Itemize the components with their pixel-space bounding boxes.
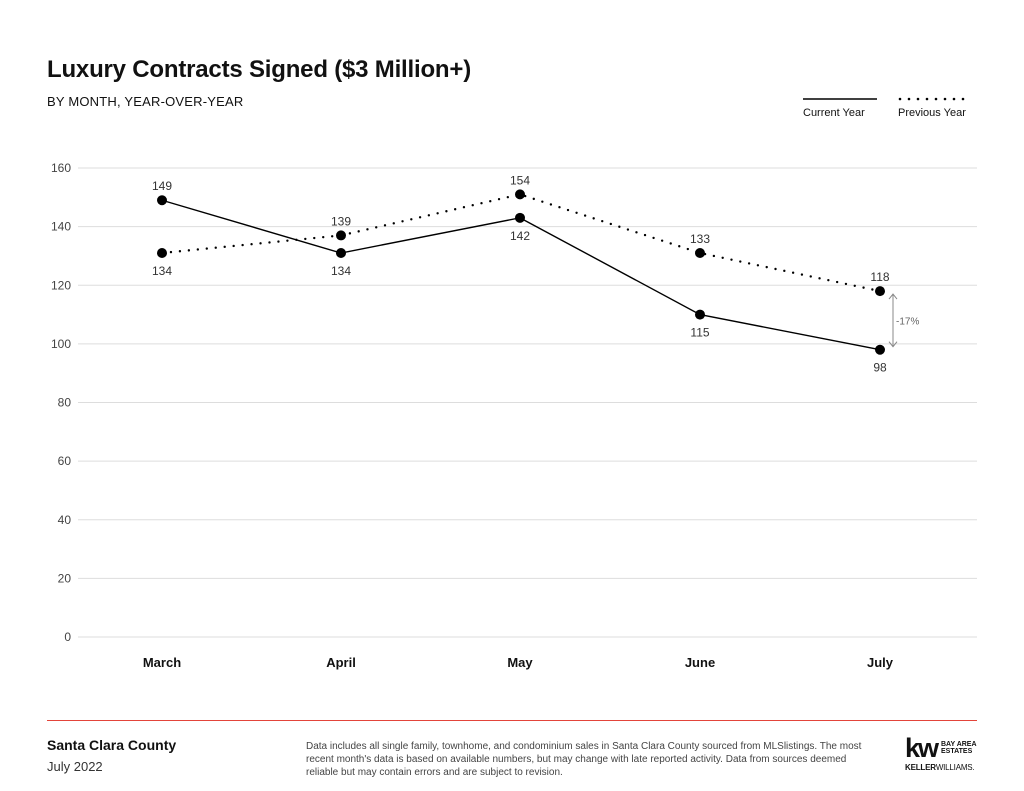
y-tick-label: 40 [58, 513, 72, 527]
period-label: July 2022 [47, 759, 103, 774]
disclaimer-text: Data includes all single family, townhom… [306, 741, 862, 778]
change-annotation: -17% [888, 293, 919, 348]
data-point [695, 248, 705, 259]
y-tick-label: 120 [51, 278, 71, 292]
x-tick-label: May [507, 655, 533, 670]
data-point [157, 195, 167, 206]
logo-mark: kw [905, 733, 939, 763]
y-tick-label: 80 [58, 396, 72, 410]
chart-subtitle: BY MONTH, YEAR-OVER-YEAR [47, 94, 244, 109]
data-label: 154 [510, 173, 530, 187]
annotation-arrow-down [888, 341, 898, 348]
x-tick-label: July [867, 655, 894, 670]
footer-divider [47, 720, 977, 721]
data-point [336, 230, 346, 241]
legend: Current Year Previous Year [803, 97, 974, 119]
annotation-arrow-up [888, 293, 898, 300]
y-tick-label: 140 [51, 220, 71, 234]
data-point [875, 286, 885, 297]
logo-brand: KELLERWILLIAMS. [905, 763, 975, 772]
data-label: 139 [331, 214, 351, 228]
legend-label-current: Current Year [803, 107, 865, 119]
data-point [336, 248, 346, 259]
data-label: 115 [690, 326, 709, 340]
keller-williams-logo: kw BAY AREA ESTATES KELLERWILLIAMS. [905, 733, 985, 777]
data-label: 118 [870, 270, 889, 284]
y-tick-label: 20 [58, 571, 72, 585]
data-label: 142 [510, 229, 530, 243]
x-tick-label: June [685, 655, 715, 670]
data-point [875, 344, 885, 355]
data-point [157, 248, 167, 259]
logo-tagline: BAY AREA ESTATES [941, 741, 977, 755]
annotation-label: -17% [896, 316, 919, 327]
chart-title: Luxury Contracts Signed ($3 Million+) [47, 56, 471, 83]
data-label: 98 [873, 361, 887, 375]
x-tick-label: March [143, 655, 181, 670]
y-axis-ticks: 0 20 40 60 80 100 120 140 160 [51, 161, 71, 644]
data-label: 134 [152, 264, 172, 278]
data-label: 134 [331, 264, 351, 278]
x-axis-ticks: March April May June July [143, 655, 894, 670]
series-lines: 149 134 142 115 98 134 139 154 133 118 [152, 173, 890, 374]
y-tick-label: 160 [51, 161, 71, 175]
data-label: 133 [690, 232, 710, 246]
region-label: Santa Clara County [47, 737, 177, 753]
x-tick-label: April [326, 655, 356, 670]
data-point [695, 309, 705, 320]
legend-label-previous: Previous Year [898, 107, 966, 119]
line-chart: 0 20 40 60 80 100 120 140 160 March April May June J… [51, 97, 977, 670]
y-tick-label: 0 [64, 630, 71, 644]
data-point [515, 189, 525, 200]
data-point [515, 212, 525, 223]
y-tick-label: 60 [58, 454, 72, 468]
data-label: 149 [152, 179, 172, 193]
grid-lines [78, 167, 977, 638]
y-tick-label: 100 [51, 337, 71, 351]
